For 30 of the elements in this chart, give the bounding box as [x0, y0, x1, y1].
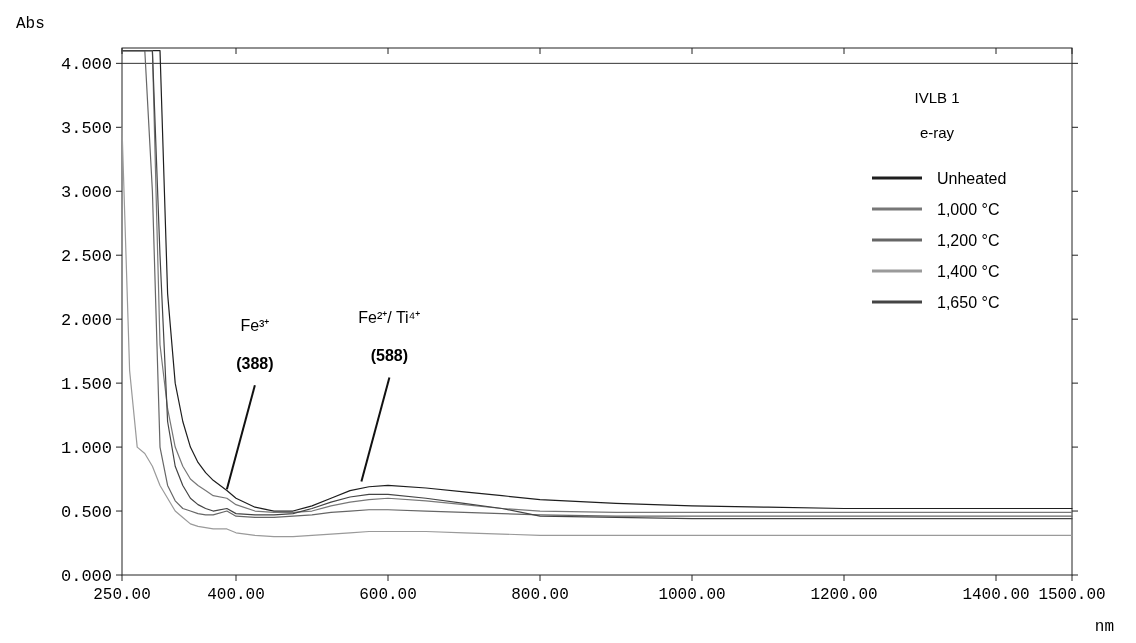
x-tick-label: 1400.00	[962, 586, 1030, 604]
legend-label: 1,000 °C	[937, 200, 1000, 218]
annotation: (388)	[236, 355, 274, 373]
annotation: Fe²⁺/ Ti⁴⁺	[358, 309, 421, 327]
x-tick-label: 1500.00	[1038, 586, 1106, 604]
x-tick-label: 600.00	[359, 586, 417, 604]
y-axis-title: Abs	[16, 15, 45, 33]
legend-label: Unheated	[937, 169, 1007, 187]
x-tick-label: 1000.00	[658, 586, 726, 604]
text: e-ray	[919, 124, 955, 141]
y-tick-label: 2.500	[60, 247, 112, 267]
x-tick-label: 800.00	[511, 586, 569, 604]
y-tick-label: 1.500	[60, 375, 112, 395]
legend-label: 1,400 °C	[937, 262, 1000, 280]
y-tick-label: 0.000	[60, 566, 112, 586]
text: IVLB 1	[914, 89, 960, 106]
x-axis-title: nm	[1094, 618, 1114, 636]
annotation: (588)	[370, 347, 409, 365]
x-tick-label: 400.00	[207, 586, 265, 604]
y-tick-label: 3.000	[60, 183, 112, 203]
x-tick-label: 250.00	[93, 586, 151, 604]
annotation: Fe³⁺	[240, 317, 270, 335]
y-tick-label: 4.000	[60, 55, 112, 75]
x-tick-label: 1200.00	[810, 586, 878, 604]
y-tick-label: 1.000	[60, 439, 112, 459]
y-tick-label: 3.500	[60, 119, 112, 139]
legend-label: 1,200 °C	[937, 231, 1000, 249]
y-tick-label: 0.500	[60, 502, 112, 522]
y-tick-label: 2.000	[60, 311, 112, 331]
legend-label: 1,650 °C	[937, 293, 1000, 311]
